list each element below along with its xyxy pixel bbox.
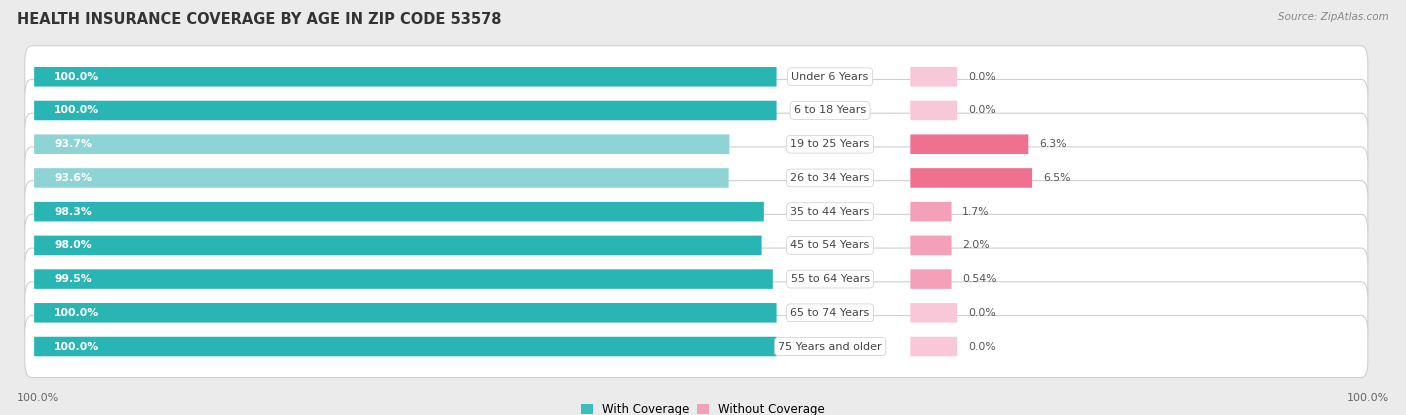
FancyBboxPatch shape	[34, 236, 762, 255]
Text: 98.3%: 98.3%	[55, 207, 91, 217]
FancyBboxPatch shape	[34, 303, 776, 322]
Text: 35 to 44 Years: 35 to 44 Years	[790, 207, 870, 217]
FancyBboxPatch shape	[25, 80, 1368, 142]
Text: 93.7%: 93.7%	[55, 139, 93, 149]
FancyBboxPatch shape	[25, 46, 1368, 108]
FancyBboxPatch shape	[34, 67, 776, 87]
Text: 99.5%: 99.5%	[55, 274, 91, 284]
Text: 19 to 25 Years: 19 to 25 Years	[790, 139, 870, 149]
Text: 0.54%: 0.54%	[962, 274, 997, 284]
Text: 100.0%: 100.0%	[55, 72, 100, 82]
Text: 0.0%: 0.0%	[967, 105, 995, 115]
Text: HEALTH INSURANCE COVERAGE BY AGE IN ZIP CODE 53578: HEALTH INSURANCE COVERAGE BY AGE IN ZIP …	[17, 12, 502, 27]
FancyBboxPatch shape	[910, 303, 957, 322]
FancyBboxPatch shape	[25, 181, 1368, 243]
FancyBboxPatch shape	[25, 315, 1368, 378]
FancyBboxPatch shape	[25, 282, 1368, 344]
Text: 26 to 34 Years: 26 to 34 Years	[790, 173, 870, 183]
FancyBboxPatch shape	[910, 202, 952, 222]
Text: Under 6 Years: Under 6 Years	[792, 72, 869, 82]
FancyBboxPatch shape	[910, 101, 957, 120]
Text: 2.0%: 2.0%	[962, 240, 990, 250]
FancyBboxPatch shape	[910, 337, 957, 356]
FancyBboxPatch shape	[910, 236, 952, 255]
FancyBboxPatch shape	[34, 101, 776, 120]
Text: 100.0%: 100.0%	[1347, 393, 1389, 403]
FancyBboxPatch shape	[25, 248, 1368, 310]
FancyBboxPatch shape	[910, 269, 952, 289]
FancyBboxPatch shape	[34, 269, 773, 289]
Text: 6.5%: 6.5%	[1043, 173, 1070, 183]
FancyBboxPatch shape	[910, 168, 1032, 188]
Text: 6.3%: 6.3%	[1039, 139, 1067, 149]
Text: 1.7%: 1.7%	[962, 207, 990, 217]
Text: 100.0%: 100.0%	[55, 342, 100, 352]
FancyBboxPatch shape	[34, 202, 763, 222]
FancyBboxPatch shape	[34, 337, 776, 356]
FancyBboxPatch shape	[25, 113, 1368, 175]
Text: 65 to 74 Years: 65 to 74 Years	[790, 308, 870, 318]
FancyBboxPatch shape	[910, 134, 1028, 154]
FancyBboxPatch shape	[25, 214, 1368, 276]
Text: 0.0%: 0.0%	[967, 308, 995, 318]
Text: 100.0%: 100.0%	[17, 393, 59, 403]
Text: 75 Years and older: 75 Years and older	[779, 342, 882, 352]
FancyBboxPatch shape	[34, 134, 730, 154]
Text: 0.0%: 0.0%	[967, 72, 995, 82]
Text: 6 to 18 Years: 6 to 18 Years	[794, 105, 866, 115]
Text: 100.0%: 100.0%	[55, 105, 100, 115]
Text: 45 to 54 Years: 45 to 54 Years	[790, 240, 870, 250]
Text: 0.0%: 0.0%	[967, 342, 995, 352]
FancyBboxPatch shape	[910, 67, 957, 87]
Text: 55 to 64 Years: 55 to 64 Years	[790, 274, 870, 284]
Text: Source: ZipAtlas.com: Source: ZipAtlas.com	[1278, 12, 1389, 22]
FancyBboxPatch shape	[25, 147, 1368, 209]
Text: 98.0%: 98.0%	[55, 240, 91, 250]
FancyBboxPatch shape	[34, 168, 728, 188]
Text: 100.0%: 100.0%	[55, 308, 100, 318]
Legend: With Coverage, Without Coverage: With Coverage, Without Coverage	[581, 403, 825, 415]
Text: 93.6%: 93.6%	[55, 173, 93, 183]
